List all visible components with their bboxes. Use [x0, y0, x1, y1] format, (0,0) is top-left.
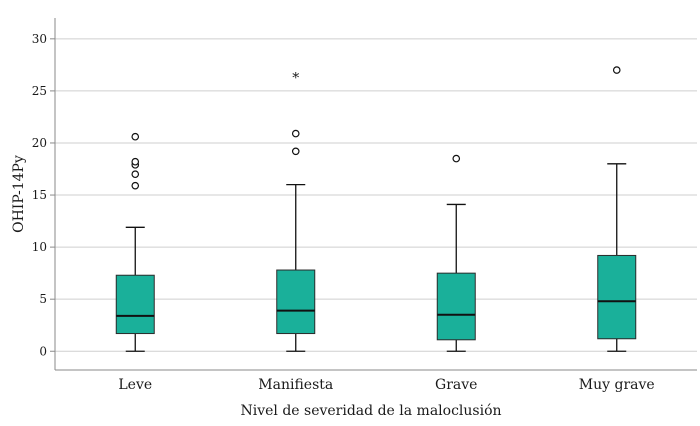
box-group	[115, 132, 155, 352]
outlier-point	[131, 157, 140, 166]
extreme-point: *	[292, 70, 299, 86]
box-iqr	[115, 274, 155, 335]
y-tick-label: 15	[32, 188, 47, 202]
x-category-label: Grave	[435, 377, 477, 393]
box-iqr	[597, 254, 637, 340]
box-iqr	[436, 272, 476, 341]
box-series: *	[115, 66, 637, 352]
x-category-labels: Leve Manifiesta Grave Muy grave	[118, 377, 654, 393]
x-axis-title: Nivel de severidad de la maloclusión	[240, 403, 501, 419]
box-group: *	[276, 70, 316, 352]
y-tick-label: 25	[32, 84, 47, 98]
y-tick-labels: 0 5 10 15 20 25 30	[32, 32, 47, 358]
box-group	[597, 66, 637, 352]
outlier-point	[291, 147, 300, 156]
outlier-point	[131, 170, 140, 179]
outlier-point	[612, 66, 621, 74]
y-tick-label: 0	[39, 344, 47, 358]
y-tick-label: 20	[32, 136, 47, 150]
outlier-point	[131, 181, 140, 190]
axes	[50, 18, 697, 371]
x-category-label: Leve	[118, 377, 152, 393]
y-tick-label: 30	[32, 32, 47, 46]
y-tick-label: 10	[32, 240, 47, 254]
y-axis-title: OHIP-14Py	[11, 155, 27, 233]
y-tick-label: 5	[39, 292, 47, 306]
x-category-label: Muy grave	[579, 377, 655, 393]
outlier-point	[131, 132, 140, 141]
outlier-point	[291, 129, 300, 138]
x-category-label: Manifiesta	[258, 377, 333, 393]
gridlines	[55, 38, 697, 352]
outlier-point	[452, 154, 461, 163]
box-iqr	[276, 269, 316, 335]
box-group	[436, 154, 476, 352]
